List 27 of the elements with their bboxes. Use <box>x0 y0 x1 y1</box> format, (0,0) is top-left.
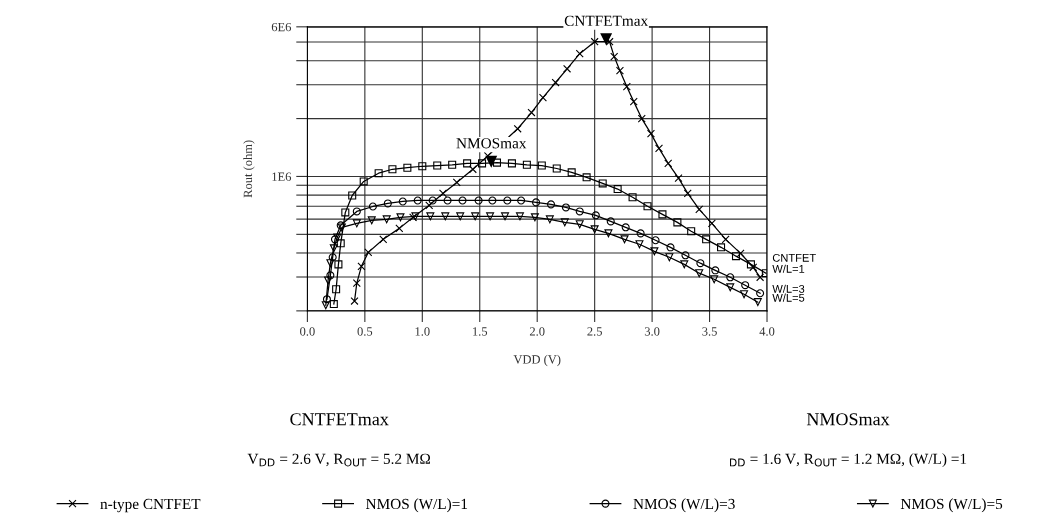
x-tick-label: 3.0 <box>644 327 660 336</box>
text: $_{DD}$ = 1.6 V, R$_{OUT}$ = 1.2 MΩ, (W/L) =1 <box>730 453 967 468</box>
x-tick-label: 1.0 <box>415 327 430 336</box>
annotation: NMOSmax <box>456 138 527 149</box>
text: W/L=3 <box>772 284 805 293</box>
legend-label: NMOS (W/L)=1 <box>366 498 468 513</box>
y-axis-title: Rout (ohm) <box>243 140 255 198</box>
x-tick-label: 0.0 <box>300 327 315 336</box>
text: NMOSmax <box>806 413 890 426</box>
y-tick-label: 1E6 <box>272 172 292 181</box>
legend-label: NMOS (W/L)=5 <box>900 498 1003 513</box>
x-tick-label: 3.5 <box>702 327 717 336</box>
legend-label: NMOS (W/L)=3 <box>633 498 735 513</box>
x-tick-label: 2.5 <box>587 327 602 336</box>
x-axis-title: VDD (V) <box>513 354 561 367</box>
text: W/L=5 <box>772 293 805 302</box>
legend-label: n-type CNTFET <box>100 498 201 513</box>
x-tick-label: 0.5 <box>357 327 373 336</box>
x-tick-label: 2.0 <box>529 327 545 336</box>
text: V$_{DD}$ = 2.6 V, R$_{OUT}$ = 5.2 MΩ <box>247 453 431 467</box>
annotation: CNTFETmax <box>564 15 648 26</box>
text: CNTFETmax <box>290 413 389 426</box>
text: W/L=1 <box>772 264 805 273</box>
x-tick-label: 4.0 <box>759 327 775 336</box>
x-tick-label: 1.5 <box>473 327 488 336</box>
text: CNTFET <box>772 253 816 262</box>
y-tick-label: 6E6 <box>271 22 292 32</box>
